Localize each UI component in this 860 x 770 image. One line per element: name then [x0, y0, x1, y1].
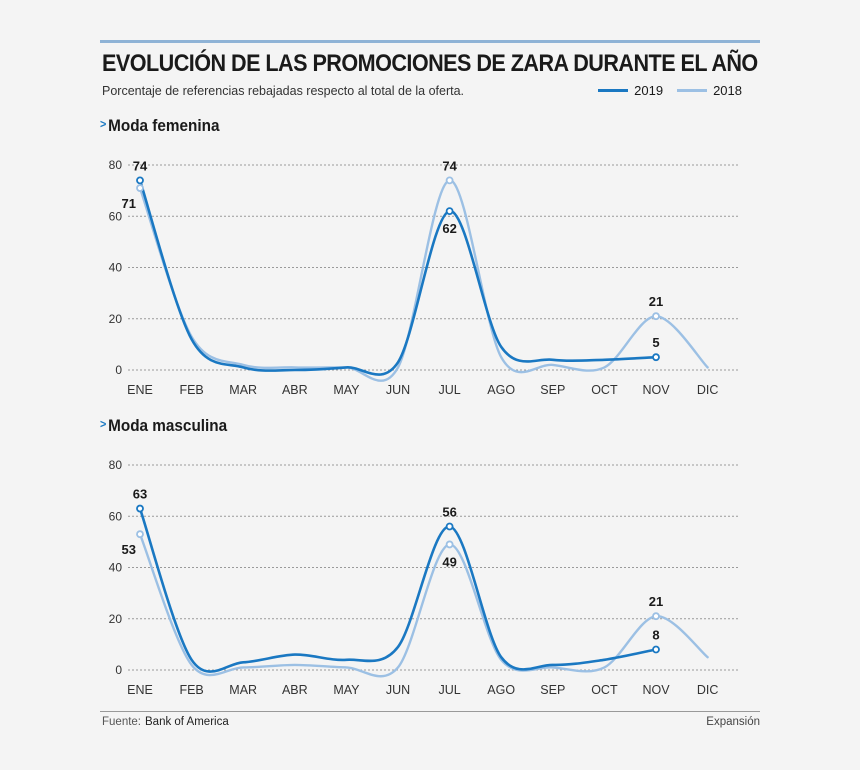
- femenina-series-line-2018: [138, 179, 709, 382]
- section-title-femenina: > Moda femenina: [100, 116, 219, 136]
- femenina-point-marker-2018-0: [136, 184, 144, 192]
- masculina-point-marker-2018-6: [445, 540, 454, 549]
- source: Fuente: Bank of America: [102, 716, 229, 728]
- section-title-masculina-text: Moda masculina: [108, 416, 228, 435]
- masculina-ytick-label-0: 0: [115, 663, 122, 677]
- femenina-point-marker-2019-6: [445, 207, 454, 216]
- femenina-data-label-2018-0: 71: [122, 196, 136, 211]
- femenina-series-line-2019: [138, 179, 658, 376]
- masculina-point-marker-2019-0: [136, 504, 144, 513]
- masculina-data-label-2019-10: 8: [652, 628, 659, 643]
- masculina-series-line-2019: [138, 507, 658, 673]
- femenina-data-label-2019-10: 5: [652, 335, 659, 350]
- masculina-xtick-label-ene: ENE: [127, 683, 153, 697]
- chevron-right-icon: >: [100, 417, 107, 431]
- masculina-xtick-label-dic: DIC: [697, 683, 719, 697]
- masculina-point-marker-2018-10: [652, 612, 660, 621]
- masculina-data-label-2019-6: 56: [442, 505, 456, 520]
- masculina-ytick-label-40: 40: [109, 561, 123, 575]
- femenina-ytick-label-60: 60: [109, 209, 123, 223]
- masculina-ytick-label-80: 80: [109, 458, 123, 472]
- masculina-series-line-2018: [138, 532, 709, 678]
- masculina-data-label-2018-6: 49: [442, 554, 456, 569]
- femenina-xtick-label-jul: JUL: [438, 383, 460, 397]
- femenina-xtick-label-may: MAY: [333, 383, 360, 397]
- femenina-ytick-label-40: 40: [109, 261, 123, 275]
- bottom-rule: [100, 711, 760, 712]
- section-title-masculina: > Moda masculina: [100, 416, 227, 436]
- femenina-xtick-label-abr: ABR: [282, 383, 308, 397]
- legend-label-2019: 2019: [634, 83, 664, 98]
- masculina-xtick-label-sep: SEP: [540, 683, 565, 697]
- source-label: Fuente:: [102, 716, 141, 728]
- femenina-xtick-label-jun: JUN: [386, 383, 410, 397]
- masculina-xtick-label-ago: AGO: [487, 683, 515, 697]
- femenina-ytick-label-80: 80: [109, 158, 123, 172]
- masculina-data-label-2018-0: 53: [122, 542, 136, 557]
- femenina-xtick-label-feb: FEB: [179, 383, 203, 397]
- femenina-xtick-label-ene: ENE: [127, 383, 153, 397]
- masculina-point-marker-2019-10: [652, 645, 660, 654]
- legend-item-2018: 2018: [677, 83, 742, 98]
- source-value: Bank of America: [145, 716, 229, 728]
- femenina-xtick-label-dic: DIC: [697, 383, 719, 397]
- masculina-point-marker-2018-0: [136, 530, 144, 539]
- masculina-point-marker-2019-6: [445, 522, 454, 531]
- femenina-data-label-2018-10: 21: [649, 294, 663, 309]
- masculina-xtick-label-nov: NOV: [642, 683, 670, 697]
- masculina-data-label-2019-0: 63: [133, 487, 147, 502]
- femenina-point-marker-2018-6: [445, 176, 454, 185]
- femenina-ytick-label-0: 0: [115, 363, 122, 377]
- femenina-xtick-label-oct: OCT: [591, 383, 618, 397]
- masculina-xtick-label-abr: ABR: [282, 683, 308, 697]
- section-title-femenina-text: Moda femenina: [108, 116, 220, 135]
- legend-label-2018: 2018: [713, 83, 742, 98]
- masculina-xtick-label-mar: MAR: [229, 683, 257, 697]
- masculina-xtick-label-jun: JUN: [386, 683, 410, 697]
- femenina-xtick-label-nov: NOV: [642, 383, 670, 397]
- masculina-data-label-2018-10: 21: [649, 594, 663, 609]
- credit: Expansión: [706, 716, 760, 728]
- legend-swatch-2018: [677, 89, 708, 92]
- top-rule: [100, 40, 760, 43]
- femenina-point-marker-2018-10: [652, 312, 660, 321]
- femenina-data-label-2019-0: 74: [133, 158, 148, 173]
- femenina-point-marker-2019-10: [652, 353, 660, 362]
- femenina-data-label-2018-6: 74: [442, 158, 457, 173]
- femenina-xtick-label-sep: SEP: [540, 383, 565, 397]
- femenina-xtick-label-mar: MAR: [229, 383, 257, 397]
- legend: 2019 2018: [584, 83, 742, 98]
- masculina-xtick-label-may: MAY: [333, 683, 360, 697]
- legend-swatch-2019: [598, 89, 629, 92]
- chart-moda-femenina: 0 20 40 60 80 ENE FEB MAR ABR MAY JUN JUL AGO SEP OCT N…: [109, 158, 740, 397]
- femenina-xtick-label-ago: AGO: [487, 383, 515, 397]
- masculina-xtick-label-jul: JUL: [438, 683, 460, 697]
- femenina-point-marker-2019-0: [136, 176, 144, 185]
- masculina-xtick-label-feb: FEB: [179, 683, 203, 697]
- chart-moda-masculina: 0 20 40 60 80 ENE FEB MAR ABR MAY JUN JUL AGO SEP OCT N…: [109, 458, 740, 697]
- masculina-ytick-label-20: 20: [109, 612, 123, 626]
- chart-subtitle: Porcentaje de referencias rebajadas resp…: [102, 84, 465, 98]
- legend-item-2019: 2019: [598, 83, 663, 98]
- masculina-ytick-label-60: 60: [109, 509, 123, 523]
- femenina-data-label-2019-6: 62: [442, 221, 456, 236]
- masculina-xtick-label-oct: OCT: [591, 683, 618, 697]
- chart-title: EVOLUCIÓN DE LAS PROMOCIONES DE ZARA DUR…: [102, 50, 758, 77]
- femenina-ytick-label-20: 20: [109, 312, 123, 326]
- chevron-right-icon: >: [100, 117, 107, 131]
